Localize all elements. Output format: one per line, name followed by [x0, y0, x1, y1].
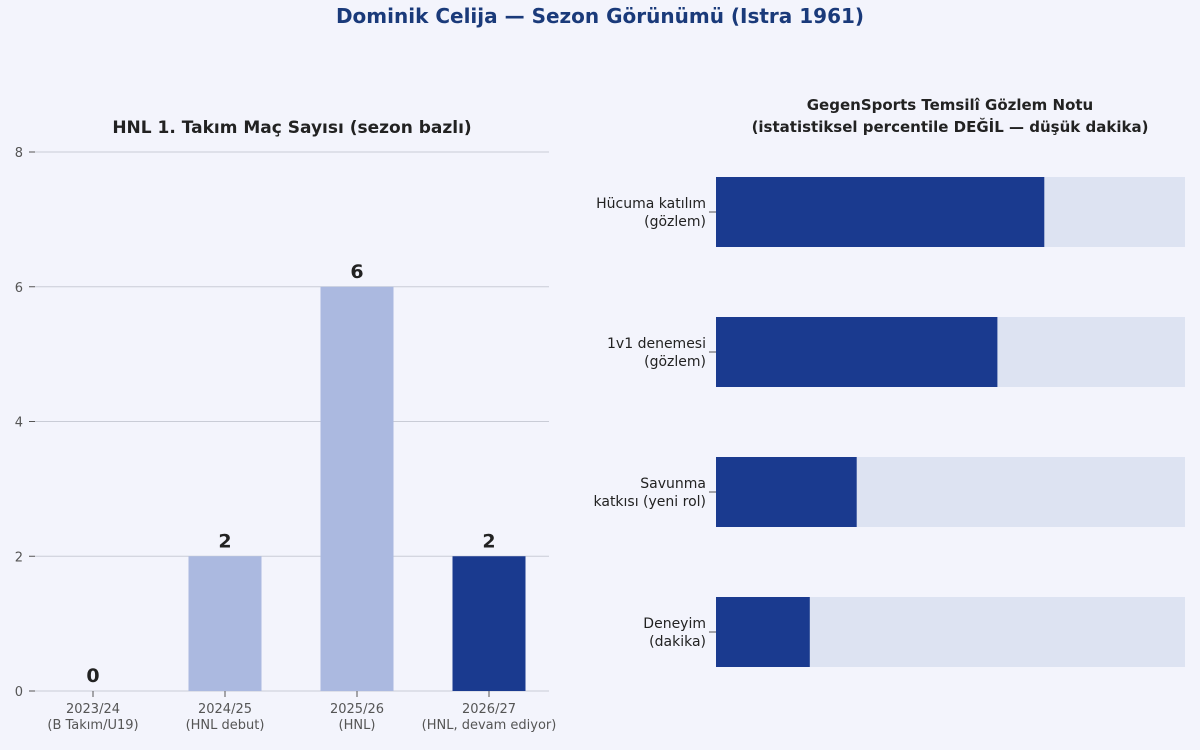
bar-value-label: 2 [218, 530, 231, 552]
x-tick-label: (B Takım/U19) [47, 718, 138, 733]
hbar-category-label: Deneyim [643, 616, 706, 632]
page-title: Dominik Celija — Sezon Görünümü (Istra 1… [335, 4, 865, 28]
x-tick-label: (HNL debut) [186, 718, 265, 733]
y-tick-label: 0 [15, 685, 23, 700]
bar-chart-title: HNL 1. Takım Maç Sayısı (sezon bazlı) [112, 118, 471, 138]
y-tick-label: 2 [15, 550, 23, 565]
bar-value-label: 6 [350, 261, 363, 283]
hbar-chart-title: GegenSports Temsilî Gözlem Notu [807, 96, 1093, 114]
hbar-category-label: (gözlem) [644, 214, 706, 230]
hbar-category-label: (dakika) [649, 634, 706, 650]
bar-2024-25 [188, 556, 262, 691]
hbar-category-label: katkısı (yeni rol) [594, 494, 707, 510]
y-tick-label: 6 [15, 281, 23, 296]
hbar-category-label: 1v1 denemesi [607, 336, 706, 352]
bar-value-label: 0 [86, 665, 99, 687]
hbar-category-label: Savunma [640, 476, 706, 492]
x-tick-label: 2023/24 [66, 702, 120, 717]
y-tick-label: 8 [15, 146, 23, 161]
hbar-fill [716, 177, 1045, 247]
hbar-fill [716, 597, 810, 667]
y-tick-label: 4 [15, 416, 23, 431]
x-tick-label: 2025/26 [330, 702, 384, 717]
hbar-fill [716, 317, 998, 387]
bar-value-label: 2 [482, 530, 495, 552]
bar-2025-26 [320, 286, 394, 691]
x-tick-label: 2026/27 [462, 702, 516, 717]
hbar-category-label: (gözlem) [644, 354, 706, 370]
x-tick-label: 2024/25 [198, 702, 252, 717]
x-tick-label: (HNL, devam ediyor) [422, 718, 557, 733]
hbar-chart-subtitle: (istatistiksel percentile DEĞİL — düşük … [752, 117, 1149, 136]
bar-2026-27 [452, 556, 526, 691]
x-tick-label: (HNL) [339, 718, 376, 733]
hbar-category-label: Hücuma katılım [596, 196, 706, 212]
hbar-fill [716, 457, 857, 527]
